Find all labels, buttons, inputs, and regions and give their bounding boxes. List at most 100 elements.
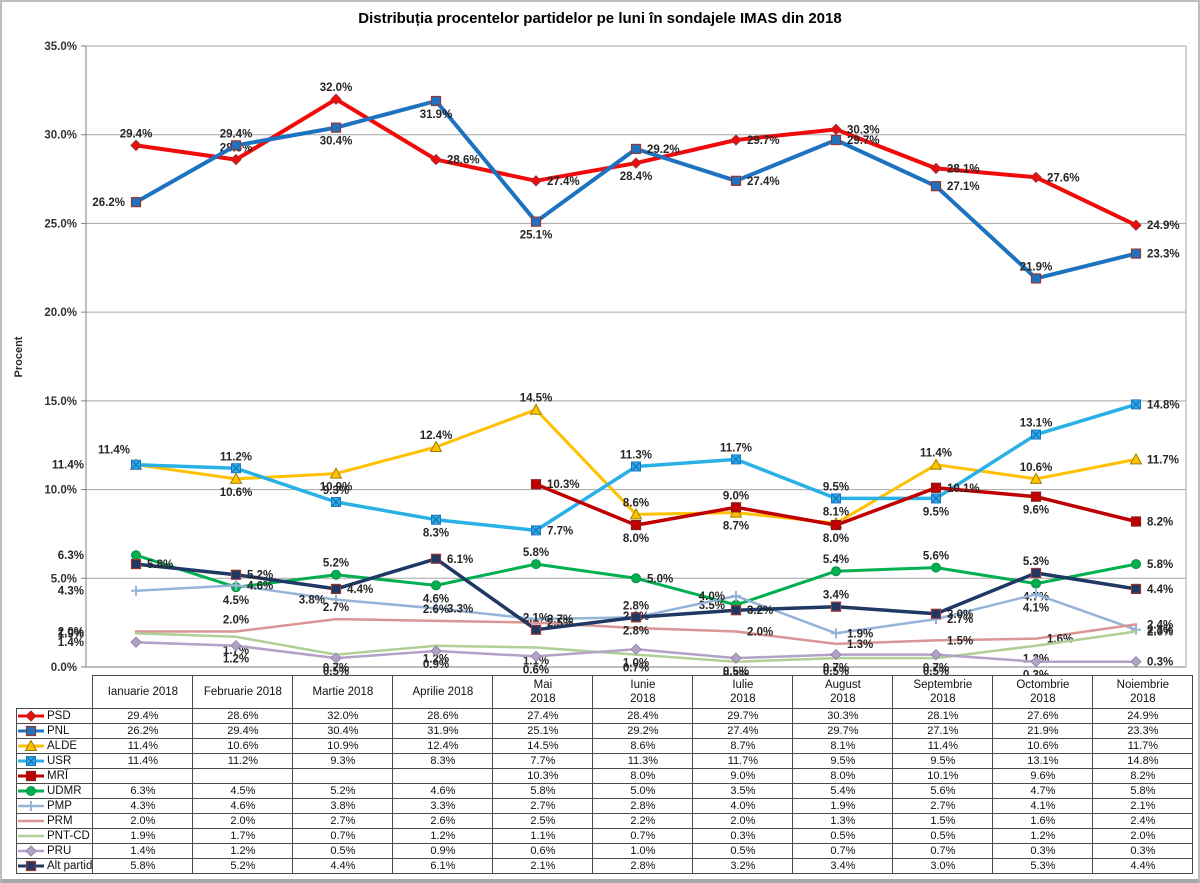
marker-square <box>930 482 942 493</box>
ALDE-legend-key-icon <box>18 740 44 751</box>
value-cell-PMP-Iulie 2018: 4.0% <box>692 798 794 814</box>
marker-circle <box>1131 559 1141 570</box>
marker-diamond <box>730 652 742 664</box>
value-cell-PNL-Octombrie 2018: 21.9% <box>992 723 1094 739</box>
data-label: 8.1% <box>823 506 849 518</box>
month-header-Septembrie 2018: Septembrie 2018 <box>892 675 994 709</box>
value-cell-PRM-Ianuarie 2018: 2.0% <box>92 813 194 829</box>
y-axis-tick-label: 15.0% <box>44 396 77 408</box>
value-cell-PMP-Aprilie 2018: 3.3% <box>392 798 494 814</box>
data-label: 11.2% <box>220 451 252 463</box>
month-header-Ianuarie 2018: Ianuarie 2018 <box>92 675 194 709</box>
value-cell-UDMR-Mai 2018: 5.8% <box>492 783 594 799</box>
table-header-row: Ianuarie 2018 Februarie 2018 Martie 2018 Ap… <box>16 675 1194 709</box>
value-cell-MRÎ-Martie 2018 <box>292 768 394 784</box>
value-cell-PNT-CD-Mai 2018: 1.1% <box>492 828 594 844</box>
value-cell-PRM-Iulie 2018: 2.0% <box>692 813 794 829</box>
data-label: 6.3% <box>58 550 84 562</box>
value-cell-PSD-Mai 2018: 27.4% <box>492 708 594 724</box>
table-row-USR: USR 11.4% 11.2% 9.3% 8.3% 7.7% 11.3% 11.7% 9.5% 9… <box>15 753 1194 769</box>
PNT-CD-legend-key-icon <box>18 834 44 838</box>
data-label: 11.7% <box>1147 454 1179 466</box>
value-cell-ALDE-Ianuarie 2018: 11.4% <box>92 738 194 754</box>
chart-title: Distribuția procentelor partidelor pe lu… <box>358 10 842 27</box>
data-label: 29.7% <box>847 135 880 147</box>
data-label: 32.0% <box>320 82 353 94</box>
value-cell-PNT-CD-Martie 2018: 0.7% <box>292 828 394 844</box>
marker-square <box>930 608 942 619</box>
marker-diamond <box>930 648 942 661</box>
value-cell-USR-Ianuarie 2018: 11.4% <box>92 753 194 769</box>
data-label: 5.2% <box>247 570 273 582</box>
PNL-legend-key-icon <box>18 725 44 737</box>
value-cell-Alt partid-Februarie 2018: 5.2% <box>192 858 294 874</box>
legend-cell-PSD: PSD <box>15 708 94 724</box>
value-cell-PSD-August 2018: 30.3% <box>792 708 894 724</box>
value-cell-USR-August 2018: 9.5% <box>792 753 894 769</box>
value-cell-ALDE-Februarie 2018: 10.6% <box>192 738 294 754</box>
value-cell-PNT-CD-Iulie 2018: 0.3% <box>692 828 794 844</box>
data-label: 5.4% <box>823 554 849 566</box>
value-cell-USR-Iulie 2018: 11.7% <box>692 753 794 769</box>
value-cell-ALDE-August 2018: 8.1% <box>792 738 894 754</box>
month-header-Iunie 2018: Iunie 2018 <box>592 675 694 709</box>
marker-circle <box>1031 578 1041 589</box>
value-cell-MRÎ-August 2018: 8.0% <box>792 768 894 784</box>
data-label: 29.7% <box>747 135 780 147</box>
data-label: 4.3% <box>58 586 84 598</box>
data-label: 2.0% <box>1147 627 1173 639</box>
data-label: 5.8% <box>147 559 173 571</box>
legend-cell-PRU: PRU <box>15 843 94 859</box>
data-label: 0.5% <box>723 666 749 675</box>
y-axis-tick-label: 5.0% <box>51 573 77 585</box>
marker-triangle <box>929 458 943 470</box>
marker-square <box>530 479 542 490</box>
value-cell-PMP-Mai 2018: 2.7% <box>492 798 594 814</box>
marker-square <box>730 175 742 186</box>
value-cell-PSD-Octombrie 2018: 27.6% <box>992 708 1094 724</box>
table-row-Alt partid: Alt partid 5.8% 5.2% 4.4% 6.1% 2.1% 2.8% 3.2% 3.… <box>15 858 1194 874</box>
marker-x-square <box>932 494 940 503</box>
value-cell-PRM-August 2018: 1.3% <box>792 813 894 829</box>
data-label: 28.1% <box>947 163 980 175</box>
data-label: 0.3% <box>1023 670 1049 675</box>
month-header-Iulie 2018: Iulie 2018 <box>692 675 794 709</box>
value-cell-PRM-Septembrie 2018: 1.5% <box>892 813 994 829</box>
value-cell-PNT-CD-Iunie 2018: 0.7% <box>592 828 694 844</box>
data-label: 5.8% <box>1147 559 1173 571</box>
table-row-PNT-CD: PNT-CD 1.9% 1.7% 0.7% 1.2% 1.1% 0.7% 0.3% 0.5% 0.… <box>15 828 1194 844</box>
data-label: 7.7% <box>547 525 573 537</box>
data-label: 29.4% <box>220 128 253 140</box>
series-name-label: PSD <box>47 709 71 722</box>
data-label: 1.9% <box>58 628 84 640</box>
value-cell-PMP-Octombrie 2018: 4.1% <box>992 798 1094 814</box>
value-cell-USR-Mai 2018: 7.7% <box>492 753 594 769</box>
marker-diamond <box>630 157 642 169</box>
data-label: 2.6% <box>423 604 449 616</box>
value-cell-ALDE-Iunie 2018: 8.6% <box>592 738 694 754</box>
marker-square <box>430 95 442 107</box>
value-cell-Alt partid-Septembrie 2018: 3.0% <box>892 858 994 874</box>
data-label: 4.5% <box>223 595 249 607</box>
value-cell-USR-Aprilie 2018: 8.3% <box>392 753 494 769</box>
value-cell-UDMR-Iunie 2018: 5.0% <box>592 783 694 799</box>
table-row-UDMR: UDMR 6.3% 4.5% 5.2% 4.6% 5.8% 5.0% 3.5% 5.4% 5.6%… <box>15 783 1194 799</box>
marker-diamond <box>530 175 542 187</box>
series-name-label: PNL <box>47 724 70 737</box>
marker-circle <box>331 569 341 580</box>
value-cell-PMP-Ianuarie 2018: 4.3% <box>92 798 194 814</box>
data-label: 27.4% <box>747 176 780 188</box>
data-label: 3.4% <box>823 590 849 602</box>
data-label: 1.3% <box>847 639 873 651</box>
data-label: 0.7% <box>923 663 949 675</box>
data-label: 8.0% <box>623 533 649 545</box>
value-cell-ALDE-Martie 2018: 10.9% <box>292 738 394 754</box>
series-name-label: PRU <box>47 844 72 857</box>
value-cell-PSD-Iunie 2018: 28.4% <box>592 708 694 724</box>
value-cell-PNL-Iunie 2018: 29.2% <box>592 723 694 739</box>
value-cell-MRÎ-Mai 2018: 10.3% <box>492 768 594 784</box>
value-cell-PRM-Iunie 2018: 2.2% <box>592 813 694 829</box>
value-cell-PRM-Februarie 2018: 2.0% <box>192 813 294 829</box>
data-label: 4.0% <box>699 591 725 603</box>
